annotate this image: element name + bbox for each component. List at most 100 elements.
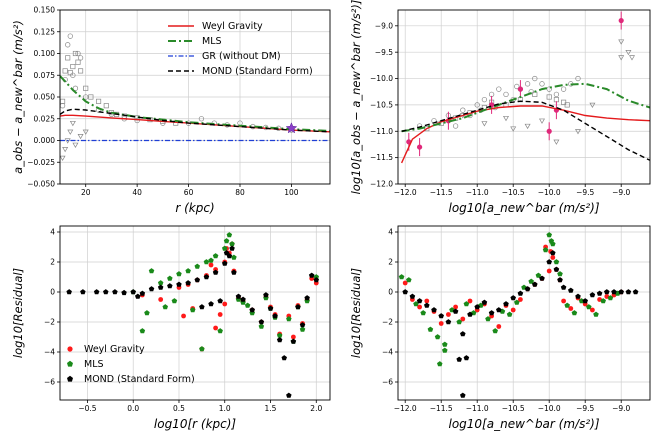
data-point-circle <box>496 86 502 92</box>
data-point <box>571 310 578 316</box>
data-point <box>481 299 488 305</box>
data-point <box>402 289 408 295</box>
data-point-square <box>88 94 94 100</box>
data-point <box>281 355 287 361</box>
data-point <box>575 293 581 299</box>
data-point <box>313 274 319 280</box>
data-point <box>212 269 219 275</box>
y-tick-label: −9.0 <box>375 21 393 30</box>
x-tick-label: −11.0 <box>466 188 489 197</box>
y-tick-label: −6 <box>382 378 393 387</box>
data-point-highlight <box>618 17 624 24</box>
data-point-circle <box>67 33 73 39</box>
data-point <box>417 304 422 310</box>
grid <box>398 10 650 185</box>
data-point <box>222 260 228 266</box>
data-point <box>162 304 168 310</box>
data-point <box>212 253 219 259</box>
data-point <box>299 322 306 328</box>
data-point-square <box>78 68 84 74</box>
data-point-square <box>96 98 102 104</box>
data-point <box>313 277 319 283</box>
data-point <box>434 334 441 340</box>
data-point <box>203 259 210 265</box>
data-point-square <box>70 63 76 70</box>
data-point-circle <box>481 96 488 103</box>
data-point <box>167 275 173 281</box>
data-point <box>550 255 556 260</box>
y-tick-label: −2 <box>44 318 55 327</box>
x-tick-label: 0.5 <box>173 404 185 413</box>
data-point <box>217 298 223 304</box>
data-point <box>231 269 237 275</box>
data-point-circle <box>70 72 76 78</box>
data-point <box>485 316 491 322</box>
x-tick-label: −11.5 <box>430 404 453 413</box>
data-point <box>144 310 150 316</box>
panel-bottom-right: −12.0 −11.5 −11.0 −10.5 −10.0 −9.5 −9.0 −6 −4 −2 0… <box>349 225 651 431</box>
data-point <box>244 302 251 308</box>
x-tick-label: −11.5 <box>430 188 453 197</box>
data-point <box>496 324 502 329</box>
data-point <box>550 250 556 256</box>
data-point <box>258 319 265 325</box>
x-tick-label: −10.0 <box>538 404 561 413</box>
data-point <box>600 298 606 304</box>
data-point <box>546 268 552 274</box>
legend-label: MOND (Standard Form) <box>84 374 195 385</box>
x-tick-label: −9.0 <box>612 404 630 413</box>
data-point <box>416 298 423 304</box>
y-tick-label: −11.5 <box>370 153 393 162</box>
series-line-mond-standard-form- <box>401 100 650 161</box>
data-point-triangle <box>510 126 517 132</box>
data-point <box>299 326 306 332</box>
data-point <box>438 313 444 319</box>
data-point <box>548 238 555 244</box>
data-point-triangle <box>625 50 632 56</box>
series-line-mond-standard-form- <box>60 108 330 133</box>
data-point-triangle <box>628 55 636 61</box>
data-point-triangle <box>538 118 546 124</box>
y-axis-label: a_obs − a_new^bar (m/s²) <box>11 20 25 174</box>
data-point-square <box>62 68 68 74</box>
data-point <box>492 328 498 334</box>
legend-bottom-left: Weyl Gravity MLS MOND (Standard Form) <box>67 344 195 385</box>
data-point-triangle <box>62 147 69 153</box>
data-point <box>135 293 141 299</box>
data-point-triangle <box>481 121 488 127</box>
data-point <box>398 274 405 280</box>
data-point <box>503 301 509 307</box>
data-point <box>528 278 534 284</box>
data-point <box>158 297 164 302</box>
data-point-circle <box>65 42 71 48</box>
data-point <box>157 280 164 286</box>
data-point-square <box>561 99 567 105</box>
data-point <box>539 275 545 281</box>
data-point <box>112 289 118 295</box>
data-point <box>506 311 513 317</box>
axes-frame <box>59 225 331 401</box>
data-point-circle <box>75 50 81 57</box>
data-point <box>199 304 205 310</box>
data-point <box>217 312 223 317</box>
legend-top-left: Weyl Gravity MLS GR (without DM) MOND (Stan… <box>168 21 313 77</box>
data-point <box>557 277 563 283</box>
data-point <box>442 341 448 347</box>
x-tick-label: 100 <box>284 188 299 197</box>
data-point <box>438 321 444 326</box>
data-point <box>564 302 570 308</box>
data-point-circle <box>503 91 509 98</box>
y-tick-label: −4 <box>382 348 393 357</box>
data-point-square <box>424 126 430 132</box>
data-point <box>286 392 292 398</box>
data-point-circle <box>575 75 581 82</box>
data-point-circle <box>514 83 520 90</box>
legend-label: MLS <box>84 359 104 370</box>
data-point <box>524 286 531 292</box>
data-point <box>582 298 588 304</box>
data-point <box>171 298 178 304</box>
panel-bottom-left: −0.5 0.0 0.5 1.0 1.5 2.0 −6 −4 −2 0 2 4 log10[r (kpc… <box>11 225 331 431</box>
data-point-triangle <box>553 139 560 145</box>
data-point <box>181 313 186 319</box>
